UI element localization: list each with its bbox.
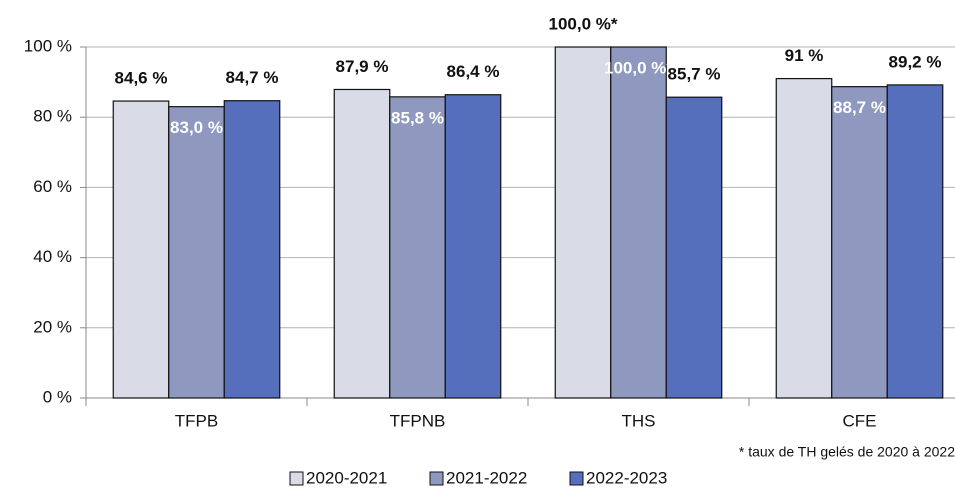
bar [775,77,833,399]
value-label: 85,7 % [668,65,721,84]
value-label: 88,7 % [833,98,886,117]
value-label: 91 % [785,46,824,65]
y-tick-label: 40 % [33,247,72,266]
value-label: 83,0 % [170,118,223,137]
bar [389,96,446,399]
value-label: 100,0 %* [604,58,673,77]
bar [444,94,502,399]
bar [886,84,944,399]
y-tick-label: 0 % [43,387,72,406]
bar [665,96,723,399]
bar [831,86,888,399]
bar [610,46,667,399]
bar [223,100,281,399]
legend-swatch [569,471,584,486]
bar [554,46,612,399]
y-tick-label: 100 % [24,36,72,55]
value-label: 84,6 % [115,69,168,88]
value-label: 87,9 % [336,57,389,76]
y-tick-label: 20 % [33,317,72,336]
legend-swatch [429,471,444,486]
bar [333,88,391,399]
legend-label: 2021-2022 [446,468,527,487]
value-label: 89,2 % [889,52,942,71]
legend-swatch [289,471,304,486]
legend-label: 2022-2023 [586,468,667,487]
footnote: * taux de TH gelés de 2020 à 2022 [739,444,955,460]
y-tick-label: 80 % [33,107,72,126]
legend-label: 2020-2021 [306,468,387,487]
x-tick-label: THS [622,411,656,430]
value-label: 86,4 % [447,62,500,81]
x-tick-label: TFPNB [390,411,446,430]
x-tick-label: CFE [843,411,877,430]
x-tick-label: TFPB [175,411,218,430]
y-tick-label: 60 % [33,177,72,196]
bar [112,100,170,399]
value-label: 85,8 % [391,108,444,127]
bar [168,106,225,399]
value-label: 84,7 % [226,68,279,87]
value-label: 100,0 %* [549,14,618,33]
